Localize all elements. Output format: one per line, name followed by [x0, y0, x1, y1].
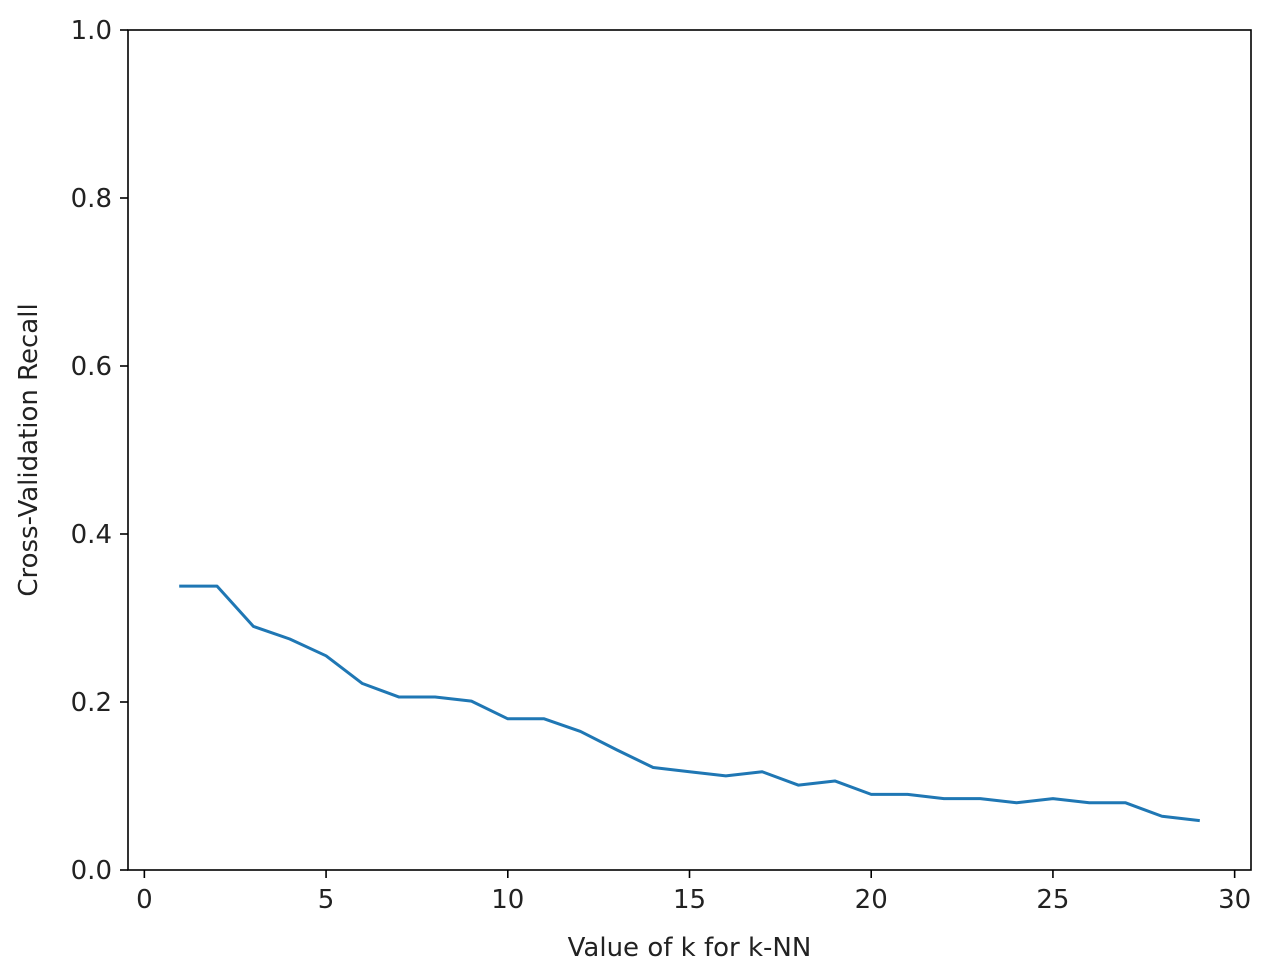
y-tick-label: 0.6: [71, 352, 112, 382]
x-axis-label: Value of k for k-NN: [568, 933, 812, 963]
y-tick-label: 0.2: [71, 688, 112, 718]
x-tick-label: 15: [673, 885, 706, 915]
y-tick-label: 0.8: [71, 184, 112, 214]
series-line: [179, 584, 1200, 823]
x-tick-label: 30: [1218, 885, 1251, 915]
x-tick-label: 25: [1036, 885, 1069, 915]
y-tick-label: 0.4: [71, 520, 112, 550]
y-axis-label: Cross-Validation Recall: [14, 303, 44, 596]
plot-frame: [127, 29, 1252, 871]
x-tick-label: 20: [855, 885, 888, 915]
y-tick-label: 0.0: [71, 856, 112, 886]
ticks-layer: 0 5 10 15 20 25 30 0.0 0.2 0.4 0.6 0.8 1.0: [71, 16, 1252, 915]
x-tick-label: 10: [491, 885, 524, 915]
series-layer: [179, 584, 1200, 823]
y-tick-label: 1.0: [71, 16, 112, 46]
x-tick-label: 0: [136, 885, 153, 915]
x-tick-label: 5: [318, 885, 335, 915]
